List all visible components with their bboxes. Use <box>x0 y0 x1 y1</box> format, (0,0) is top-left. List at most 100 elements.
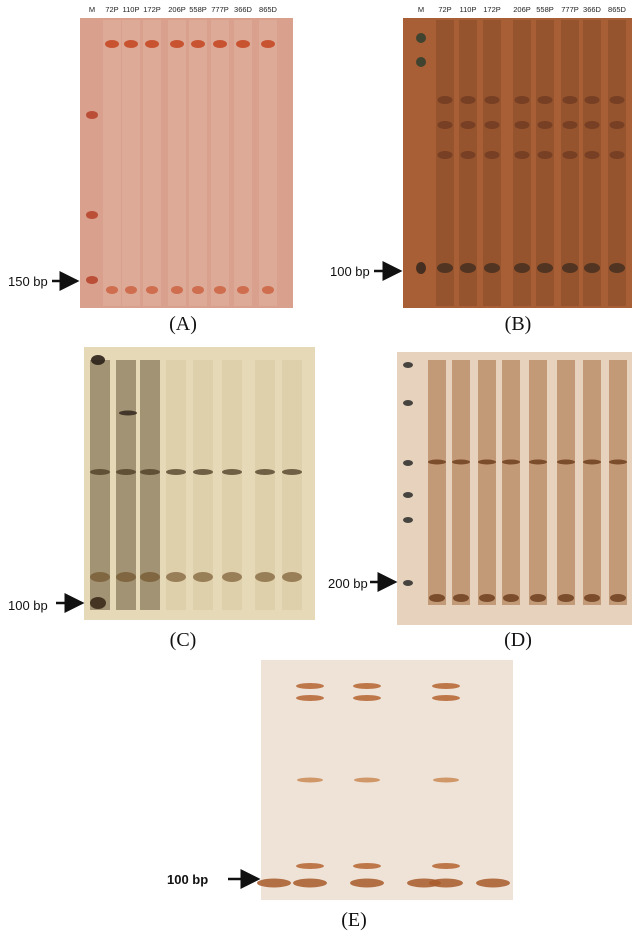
marker-label: 150 bp <box>8 274 48 289</box>
lane <box>428 360 446 605</box>
band <box>479 594 495 602</box>
band <box>437 263 453 273</box>
band <box>538 151 553 159</box>
lane-label: 366D <box>583 5 602 14</box>
band <box>485 96 500 104</box>
band <box>433 778 459 783</box>
band <box>610 96 625 104</box>
band <box>530 594 546 602</box>
band <box>438 121 453 129</box>
lane-label: 206P <box>513 5 531 14</box>
band <box>609 263 625 273</box>
band <box>583 460 601 465</box>
band <box>461 151 476 159</box>
band <box>86 111 98 119</box>
lane-label: 72P <box>105 5 118 14</box>
band <box>171 286 183 294</box>
lane <box>557 360 575 605</box>
band <box>193 572 213 582</box>
band <box>537 263 553 273</box>
band <box>125 286 137 294</box>
band <box>145 40 159 48</box>
band <box>416 262 426 274</box>
band <box>610 594 626 602</box>
figure: (A) (B) (C) (D) (E) 150 bp 100 bp 100 bp… <box>0 0 632 934</box>
band <box>262 286 274 294</box>
band <box>237 286 249 294</box>
band <box>124 40 138 48</box>
panel-label: (A) <box>169 313 197 335</box>
lane <box>502 360 520 605</box>
band <box>236 40 250 48</box>
band <box>140 469 160 475</box>
band <box>90 597 106 609</box>
band <box>461 121 476 129</box>
lane-label: 206P <box>168 5 186 14</box>
band <box>354 778 380 783</box>
lane-label: 865D <box>259 5 278 14</box>
band <box>90 469 110 475</box>
band <box>403 492 413 498</box>
band <box>515 151 530 159</box>
band <box>438 151 453 159</box>
panel-label: (C) <box>170 629 197 651</box>
band <box>416 33 426 43</box>
band <box>557 460 575 465</box>
band <box>296 695 324 701</box>
band <box>609 460 627 465</box>
band <box>502 460 520 465</box>
band <box>562 263 578 273</box>
band <box>116 469 136 475</box>
gels <box>80 18 632 900</box>
lane-label: 110P <box>460 5 477 14</box>
lane-label: M <box>418 5 424 14</box>
band <box>429 594 445 602</box>
lane <box>452 360 470 605</box>
band <box>350 879 384 888</box>
lane-label: 366D <box>234 5 253 14</box>
band <box>460 263 476 273</box>
band <box>585 151 600 159</box>
band <box>170 40 184 48</box>
band <box>529 460 547 465</box>
lane-label: 172P <box>483 5 501 14</box>
band <box>403 517 413 523</box>
band <box>584 594 600 602</box>
band <box>255 469 275 475</box>
band <box>585 121 600 129</box>
band <box>514 263 530 273</box>
band <box>610 121 625 129</box>
band <box>222 572 242 582</box>
band <box>403 362 413 368</box>
band <box>105 40 119 48</box>
band <box>563 151 578 159</box>
lane-label: 558P <box>189 5 207 14</box>
band <box>485 151 500 159</box>
band <box>166 572 186 582</box>
band <box>282 572 302 582</box>
band <box>116 572 136 582</box>
band <box>538 121 553 129</box>
marker-label: 100 bp <box>167 872 208 887</box>
band <box>261 40 275 48</box>
lane <box>143 20 161 306</box>
band <box>403 400 413 406</box>
band <box>255 572 275 582</box>
band <box>86 211 98 219</box>
lane-label: 110P <box>123 5 140 14</box>
band <box>282 469 302 475</box>
band <box>403 460 413 466</box>
band <box>403 580 413 586</box>
lane <box>189 20 207 306</box>
band <box>297 778 323 783</box>
panel-label: (D) <box>504 629 532 651</box>
lane <box>103 20 121 306</box>
band <box>106 286 118 294</box>
band <box>503 594 519 602</box>
band <box>429 879 463 888</box>
band <box>353 695 381 701</box>
band <box>478 460 496 465</box>
band <box>453 594 469 602</box>
band <box>558 594 574 602</box>
band <box>461 96 476 104</box>
